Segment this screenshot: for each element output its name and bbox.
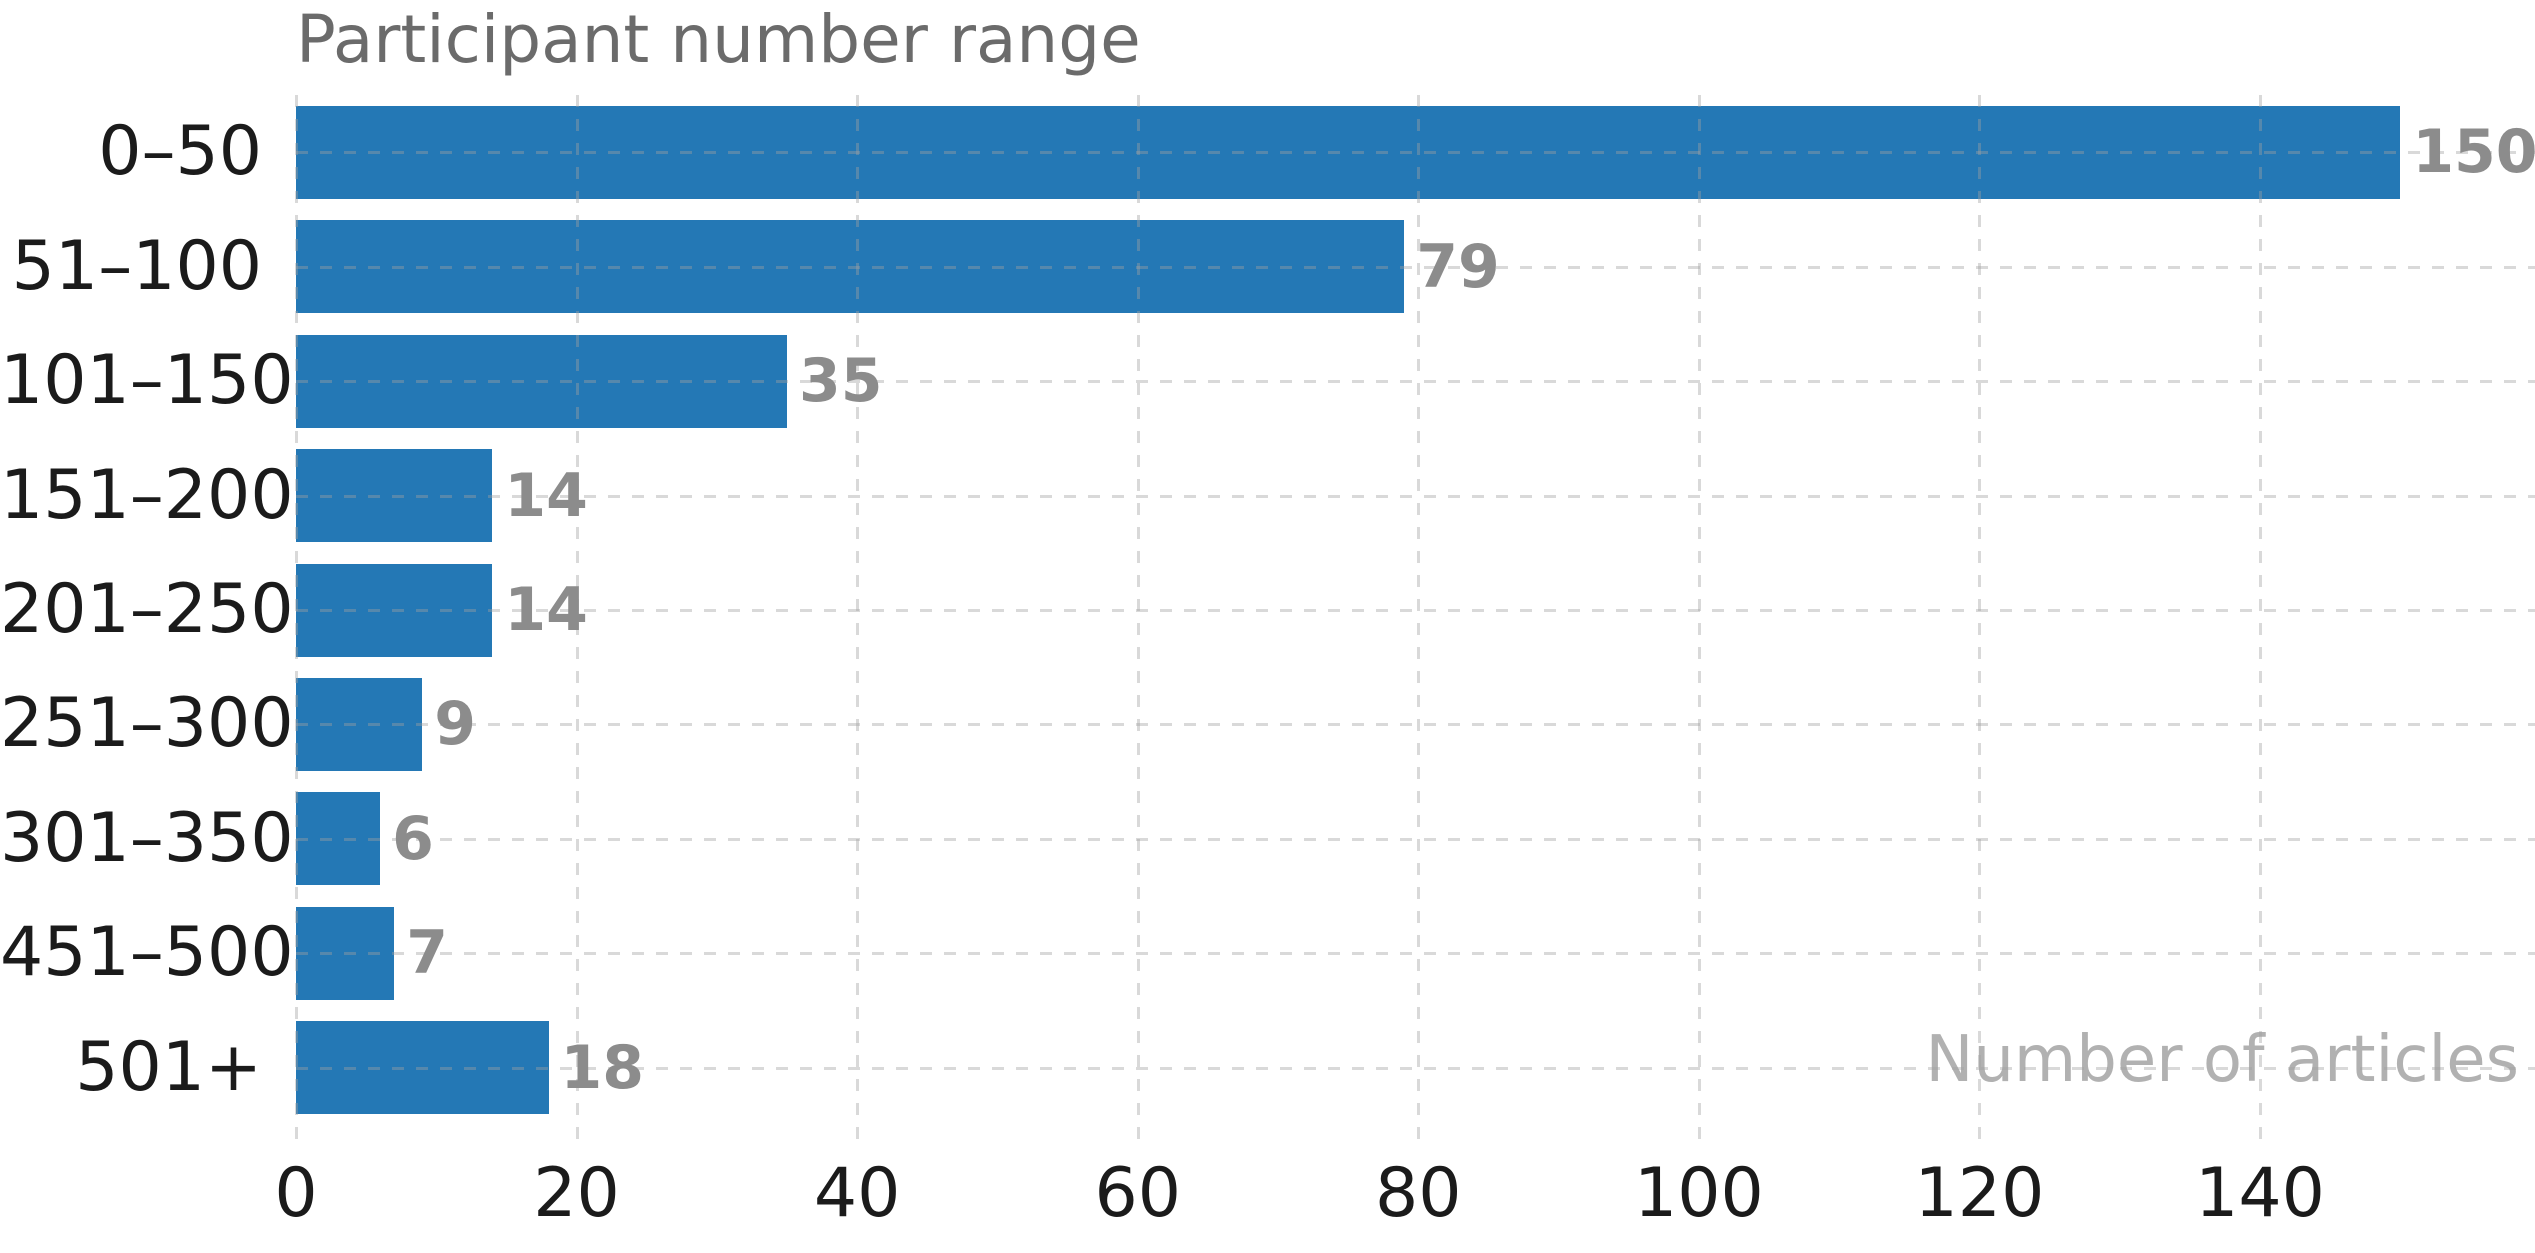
horizontal-gridline <box>296 151 2535 155</box>
y-tick-label: 301–350 <box>0 798 294 878</box>
vertical-gridline <box>575 95 579 1150</box>
vertical-gridline <box>1417 95 1421 1150</box>
bar-value-label: 9 <box>434 689 476 760</box>
bar-value-label: 150 <box>2412 117 2535 188</box>
x-tick-label: 120 <box>1914 1154 2045 1233</box>
bar-value-label: 7 <box>406 918 448 989</box>
vertical-gridline <box>1697 95 1701 1150</box>
vertical-gridline <box>1978 95 1982 1150</box>
horizontal-gridline <box>296 837 2535 841</box>
horizontal-gridline <box>296 494 2535 498</box>
vertical-gridline <box>856 95 860 1150</box>
y-tick-label: 251–300 <box>0 684 294 764</box>
horizontal-gridline <box>296 265 2535 269</box>
y-tick-label: 0–50 <box>98 112 262 192</box>
bar <box>296 563 493 657</box>
y-tick-label: 201–250 <box>0 570 294 649</box>
x-tick-label: 60 <box>1094 1154 1181 1233</box>
horizontal-gridline <box>296 1066 2535 1070</box>
bar <box>296 334 787 428</box>
bar-value-label: 18 <box>560 1032 645 1103</box>
horizontal-gridline <box>296 609 2535 612</box>
y-tick-label: 501+ <box>75 1027 262 1107</box>
bar-value-label: 14 <box>504 575 588 645</box>
bar <box>296 449 493 543</box>
bar-value-label: 6 <box>392 803 434 874</box>
vertical-gridline <box>295 95 298 1150</box>
x-axis-label: Number of articles <box>1925 1023 2519 1097</box>
y-tick-label: 151–200 <box>0 455 294 535</box>
bar <box>296 792 381 886</box>
bar <box>296 1021 549 1115</box>
bar-value-label: 14 <box>504 460 588 531</box>
vertical-gridline <box>2259 95 2263 1150</box>
horizontal-gridline <box>296 952 2535 956</box>
horizontal-gridline <box>296 380 2535 384</box>
x-tick-label: 80 <box>1375 1154 1462 1233</box>
bar <box>296 677 423 771</box>
x-tick-label: 40 <box>813 1154 901 1233</box>
bar-value-label: 79 <box>1416 231 1500 302</box>
y-tick-label: 451–500 <box>0 913 294 993</box>
vertical-gridline <box>1136 95 1140 1150</box>
x-tick-label: 140 <box>2195 1154 2325 1233</box>
x-tick-label: 0 <box>274 1154 318 1233</box>
x-tick-label: 20 <box>533 1154 620 1233</box>
bar <box>296 906 395 1000</box>
y-tick-label: 51–100 <box>11 226 262 306</box>
y-tick-label: 101–150 <box>0 341 294 421</box>
horizontal-gridline <box>296 723 2535 727</box>
bar-value-label: 35 <box>799 346 883 417</box>
chart-title: Participant number range <box>296 1 1141 78</box>
x-tick-label: 100 <box>1633 1154 1764 1233</box>
bar <box>296 220 1405 314</box>
bar <box>296 105 2401 199</box>
